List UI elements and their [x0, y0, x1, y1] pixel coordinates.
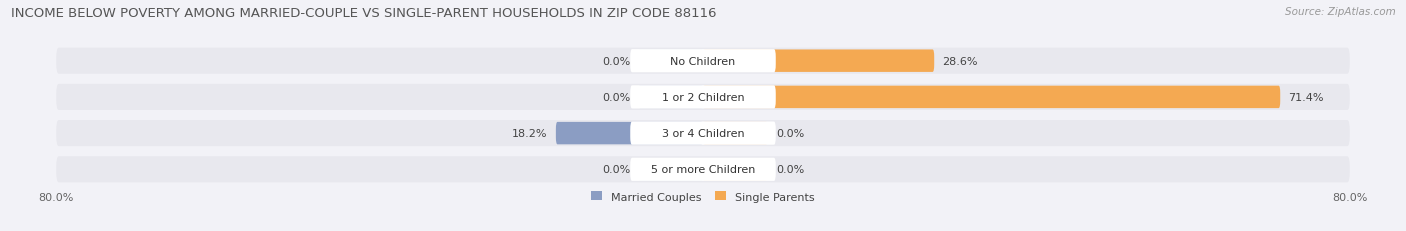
Text: Source: ZipAtlas.com: Source: ZipAtlas.com — [1285, 7, 1396, 17]
FancyBboxPatch shape — [703, 86, 1281, 109]
FancyBboxPatch shape — [56, 49, 1350, 74]
FancyBboxPatch shape — [555, 122, 703, 145]
Text: 71.4%: 71.4% — [1288, 92, 1324, 103]
Text: 18.2%: 18.2% — [512, 128, 548, 139]
FancyBboxPatch shape — [703, 50, 934, 73]
FancyBboxPatch shape — [703, 122, 768, 145]
FancyBboxPatch shape — [630, 50, 776, 73]
Legend: Married Couples, Single Parents: Married Couples, Single Parents — [592, 191, 814, 202]
Text: 1 or 2 Children: 1 or 2 Children — [662, 92, 744, 103]
FancyBboxPatch shape — [638, 158, 703, 181]
FancyBboxPatch shape — [630, 158, 776, 181]
FancyBboxPatch shape — [56, 85, 1350, 110]
Text: No Children: No Children — [671, 56, 735, 66]
FancyBboxPatch shape — [638, 86, 703, 109]
Text: 0.0%: 0.0% — [602, 56, 630, 66]
FancyBboxPatch shape — [56, 121, 1350, 146]
FancyBboxPatch shape — [56, 157, 1350, 182]
FancyBboxPatch shape — [630, 122, 776, 145]
Text: 0.0%: 0.0% — [602, 165, 630, 175]
Text: 5 or more Children: 5 or more Children — [651, 165, 755, 175]
FancyBboxPatch shape — [703, 158, 768, 181]
FancyBboxPatch shape — [630, 86, 776, 109]
Text: 0.0%: 0.0% — [776, 128, 804, 139]
Text: 0.0%: 0.0% — [776, 165, 804, 175]
Text: INCOME BELOW POVERTY AMONG MARRIED-COUPLE VS SINGLE-PARENT HOUSEHOLDS IN ZIP COD: INCOME BELOW POVERTY AMONG MARRIED-COUPL… — [11, 7, 717, 20]
FancyBboxPatch shape — [638, 50, 703, 73]
Text: 28.6%: 28.6% — [942, 56, 977, 66]
Text: 3 or 4 Children: 3 or 4 Children — [662, 128, 744, 139]
Text: 0.0%: 0.0% — [602, 92, 630, 103]
